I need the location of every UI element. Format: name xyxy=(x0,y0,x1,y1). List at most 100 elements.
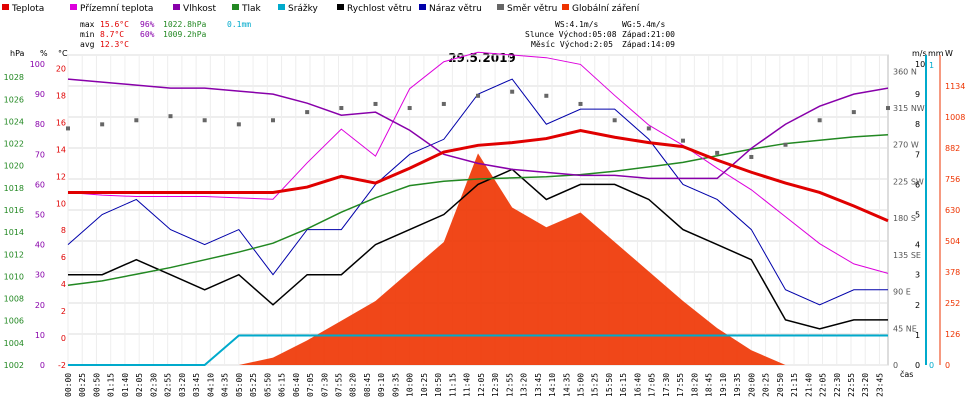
smer-point-15 xyxy=(578,101,583,106)
w-tick-4: 504 xyxy=(945,237,960,246)
series-rychlost xyxy=(68,168,888,330)
dir-tick-4: 180 S xyxy=(893,214,916,223)
x-tick-44: 18:20 xyxy=(690,373,699,397)
ms-tick-1: 1 xyxy=(915,331,920,340)
x-tick-26: 10:50 xyxy=(434,373,443,397)
ms-tick-10: 10 xyxy=(915,60,925,69)
x-tick-17: 07:05 xyxy=(306,373,315,397)
x-tick-46: 19:10 xyxy=(719,373,728,397)
w-unit: W xyxy=(945,49,953,58)
hpa-tick-12: 1026 xyxy=(4,95,24,104)
x-tick-39: 16:15 xyxy=(619,373,628,397)
info-sun: Slunce Východ:05:08 xyxy=(525,30,617,39)
stat-max-press: 1022.8hPa xyxy=(163,20,207,29)
plot-area xyxy=(66,51,890,366)
hpa-tick-8: 1018 xyxy=(4,184,24,193)
smer-point-24 xyxy=(886,106,890,111)
legend-swatch-1 xyxy=(70,4,77,10)
x-tick-27: 11:15 xyxy=(448,373,457,397)
smer-point-2 xyxy=(134,118,139,123)
smer-point-23 xyxy=(851,110,856,115)
x-tick-19: 07:55 xyxy=(334,373,343,397)
pct-tick-3: 30 xyxy=(35,271,45,280)
legend-label-3: Tlak xyxy=(241,4,262,14)
smer-point-5 xyxy=(236,122,241,127)
legend-label-1: Přízemní teplota xyxy=(80,4,153,14)
degc-tick-3: 4 xyxy=(61,280,66,289)
x-tick-54: 22:30 xyxy=(833,373,842,397)
pct-tick-1: 10 xyxy=(35,331,45,340)
x-tick-38: 15:50 xyxy=(605,373,614,397)
degc-tick-0: -2 xyxy=(58,361,66,370)
x-tick-57: 23:45 xyxy=(875,373,884,397)
info-block: WS:4.1m/s WG:5.4m/s Slunce Východ:05:08 … xyxy=(525,20,675,49)
smer-point-13 xyxy=(510,89,515,94)
w-tick-9: 1134 xyxy=(945,82,965,91)
w-tick-5: 630 xyxy=(945,206,960,215)
hpa-tick-1: 1004 xyxy=(4,339,24,348)
ms-tick-8: 8 xyxy=(915,120,920,129)
ms-tick-7: 7 xyxy=(915,150,920,159)
x-tick-4: 01:40 xyxy=(121,373,130,397)
w-tick-8: 1008 xyxy=(945,113,965,122)
stat-min-temp: 8.7°C xyxy=(100,30,124,39)
x-tick-3: 01:15 xyxy=(107,373,116,397)
x-tick-49: 20:25 xyxy=(762,373,771,397)
x-tick-55: 22:55 xyxy=(847,373,856,397)
x-tick-21: 08:45 xyxy=(363,373,372,397)
smer-point-6 xyxy=(271,118,275,123)
dir-tick-2: 90 E xyxy=(893,288,911,297)
ms-tick-6: 6 xyxy=(915,180,920,189)
x-tick-5: 02:05 xyxy=(135,373,144,397)
x-tick-1: 00:25 xyxy=(78,373,87,397)
ms-tick-9: 9 xyxy=(915,90,920,99)
hpa-tick-10: 1022 xyxy=(4,140,24,149)
axes: 1002100410061008101010121014101610181020… xyxy=(4,49,966,397)
hpa-tick-11: 1024 xyxy=(4,117,24,126)
x-tick-32: 13:20 xyxy=(520,373,529,397)
x-tick-29: 12:05 xyxy=(477,373,486,397)
w-tick-0: 0 xyxy=(945,361,950,370)
smer-point-16 xyxy=(612,118,617,123)
smer-point-14 xyxy=(544,93,549,98)
hpa-tick-13: 1028 xyxy=(4,73,24,82)
legend-swatch-7 xyxy=(497,4,504,10)
smer-point-7 xyxy=(305,110,310,115)
x-tick-43: 17:55 xyxy=(676,373,685,397)
x-tick-18: 07:30 xyxy=(320,373,329,397)
x-tick-42: 17:30 xyxy=(662,373,671,397)
x-tick-53: 22:05 xyxy=(819,373,828,397)
degc-tick-10: 18 xyxy=(56,91,66,100)
mm-tick-0: 0 xyxy=(929,361,934,370)
degc-tick-4: 6 xyxy=(61,253,66,262)
x-tick-34: 14:10 xyxy=(548,373,557,397)
x-tick-20: 08:20 xyxy=(349,373,358,397)
dir-tick-3: 135 SE xyxy=(893,251,921,260)
pct-tick-4: 40 xyxy=(35,241,45,250)
legend-label-8: Globální záření xyxy=(572,4,640,14)
x-tick-22: 09:10 xyxy=(377,373,386,397)
x-tick-23: 09:35 xyxy=(391,373,400,397)
w-tick-7: 882 xyxy=(945,144,960,153)
ms-tick-4: 4 xyxy=(915,241,920,250)
x-tick-8: 03:20 xyxy=(178,373,187,397)
x-tick-13: 05:25 xyxy=(249,373,258,397)
dir-tick-6: 270 W xyxy=(893,141,919,150)
smer-point-20 xyxy=(749,154,754,159)
legend-label-6: Náraz větru xyxy=(429,4,482,14)
x-tick-15: 06:15 xyxy=(278,373,287,397)
ms-unit: m/s xyxy=(912,49,927,58)
pct-tick-8: 80 xyxy=(35,120,45,129)
x-tick-40: 16:40 xyxy=(633,373,642,397)
legend-swatch-3 xyxy=(232,4,239,10)
x-axis-label: čas xyxy=(900,369,913,379)
smer-point-12 xyxy=(476,93,480,98)
legend-label-5: Rychlost větru xyxy=(347,4,412,14)
stat-min-hum: 60% xyxy=(140,30,155,39)
hpa-tick-5: 1012 xyxy=(4,250,24,259)
stat-avg-label: avg xyxy=(80,40,95,49)
smer-point-17 xyxy=(646,126,651,131)
w-tick-6: 756 xyxy=(945,175,960,184)
degc-tick-6: 10 xyxy=(56,199,66,208)
legend-swatch-8 xyxy=(562,4,569,10)
